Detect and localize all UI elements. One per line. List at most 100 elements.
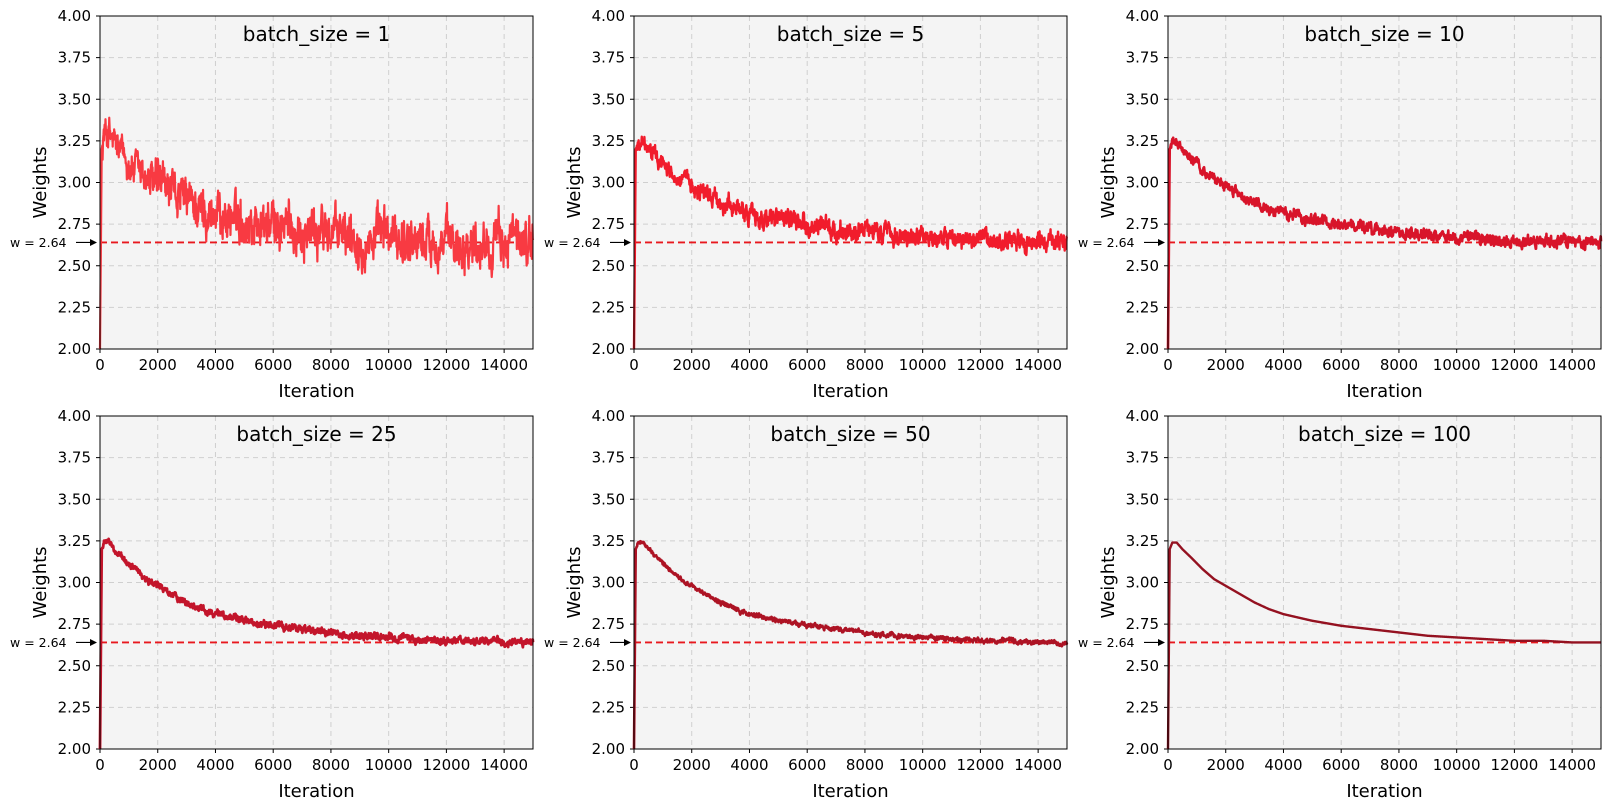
x-tick-label: 4000 (196, 356, 234, 374)
x-tick-label: 4000 (730, 356, 768, 374)
panel-4: 0 2000 4000 6000 8000 10000 12000 14000 2.00 2.25… (10, 407, 535, 802)
y-tick-label: 3.75 (58, 49, 91, 67)
x-tick-label: 10000 (899, 756, 947, 774)
y-axis-label: Weights (564, 546, 585, 618)
x-tick-label: 10000 (899, 356, 947, 374)
x-tick-label: 10000 (365, 356, 413, 374)
y-tick-label: 2.00 (592, 740, 625, 758)
y-tick-label: 2.25 (58, 298, 91, 316)
series-line (1166, 541, 1602, 750)
x-tick-label: 14000 (480, 356, 528, 374)
series-line (632, 135, 1068, 350)
y-tick-label: 2.25 (58, 698, 91, 716)
y-tick-label: 3.75 (592, 49, 625, 67)
y-tick-label: 3.50 (592, 90, 625, 108)
y-tick-label: 3.50 (1126, 490, 1159, 508)
x-tick-label: 0 (95, 356, 105, 374)
x-tick-label: 12000 (1491, 356, 1539, 374)
reference-label: w = 2.64 (544, 235, 601, 250)
reference-label: w = 2.64 (1078, 635, 1135, 650)
panel-title: batch_size = 25 (236, 422, 396, 446)
x-tick-label: 14000 (1014, 356, 1062, 374)
x-tick-label: 12000 (423, 756, 471, 774)
x-tick-label: 8000 (312, 356, 350, 374)
x-tick-label: 0 (629, 356, 639, 374)
y-tick-label: 2.75 (58, 615, 91, 633)
x-tick-label: 6000 (1322, 756, 1360, 774)
y-tick-label: 3.75 (1126, 49, 1159, 67)
x-tick-label: 10000 (1433, 756, 1481, 774)
y-tick-label: 2.50 (58, 657, 91, 675)
y-tick-label: 3.25 (1126, 532, 1159, 550)
x-tick-label: 10000 (1433, 356, 1481, 374)
x-axis-label: Iteration (812, 781, 888, 802)
reference-label: w = 2.64 (1078, 235, 1135, 250)
y-tick-label: 3.50 (58, 90, 91, 108)
axes-frame (1167, 415, 1602, 750)
y-tick-label: 3.25 (58, 532, 91, 550)
panel-title: batch_size = 50 (770, 422, 930, 446)
reference-arrow-head (1158, 238, 1165, 246)
y-tick-label: 4.00 (592, 7, 625, 25)
x-tick-label: 2000 (673, 756, 711, 774)
panel-2: 0 2000 4000 6000 8000 10000 12000 14000 2.00 2.25… (544, 7, 1068, 402)
y-tick-label: 4.00 (1126, 407, 1159, 425)
y-tick-label: 3.00 (58, 174, 91, 192)
x-tick-label: 14000 (1548, 756, 1596, 774)
x-tick-label: 12000 (957, 756, 1005, 774)
y-tick-label: 3.00 (592, 174, 625, 192)
y-tick-label: 3.25 (58, 132, 91, 150)
y-tick-label: 3.00 (1126, 574, 1159, 592)
axes-frame (633, 15, 1068, 350)
grid (1167, 415, 1601, 750)
x-axis-label: Iteration (1346, 381, 1422, 402)
axes-frame (99, 415, 534, 750)
y-tick-label: 3.50 (58, 490, 91, 508)
y-axis-label: Weights (30, 146, 51, 218)
x-tick-label: 8000 (1380, 756, 1418, 774)
y-tick-label: 3.00 (1126, 174, 1159, 192)
panel-title: batch_size = 1 (243, 22, 390, 46)
y-tick-label: 2.25 (592, 298, 625, 316)
y-tick-label: 2.50 (1126, 657, 1159, 675)
x-tick-label: 8000 (312, 756, 350, 774)
y-tick-label: 3.75 (1126, 449, 1159, 467)
x-tick-label: 6000 (788, 356, 826, 374)
x-tick-label: 2000 (139, 356, 177, 374)
y-tick-label: 2.25 (1126, 698, 1159, 716)
y-tick-label: 3.00 (58, 574, 91, 592)
reference-label: w = 2.64 (10, 635, 67, 650)
x-tick-label: 8000 (846, 756, 884, 774)
y-tick-label: 2.50 (592, 257, 625, 275)
x-tick-label: 8000 (1380, 356, 1418, 374)
y-tick-label: 2.75 (592, 215, 625, 233)
y-tick-label: 3.50 (1126, 90, 1159, 108)
y-tick-label: 2.50 (592, 657, 625, 675)
x-tick-label: 6000 (788, 756, 826, 774)
x-tick-label: 0 (629, 756, 639, 774)
y-tick-label: 2.00 (592, 340, 625, 358)
x-tick-label: 12000 (1491, 756, 1539, 774)
panel-6: 0 2000 4000 6000 8000 10000 12000 14000 2.00 2.25… (1078, 407, 1602, 802)
panel-title: batch_size = 10 (1304, 22, 1464, 46)
x-tick-label: 12000 (423, 356, 471, 374)
axes-frame (633, 415, 1068, 750)
x-tick-label: 4000 (1264, 756, 1302, 774)
y-tick-label: 4.00 (58, 407, 91, 425)
y-tick-label: 2.00 (1126, 340, 1159, 358)
axes-frame (99, 15, 534, 350)
reference-label: w = 2.64 (544, 635, 601, 650)
series-line (632, 539, 1069, 750)
y-tick-label: 3.75 (58, 449, 91, 467)
x-tick-label: 2000 (673, 356, 711, 374)
y-tick-label: 2.00 (58, 340, 91, 358)
x-tick-label: 2000 (1207, 756, 1245, 774)
x-axis-label: Iteration (278, 381, 354, 402)
x-tick-label: 0 (1163, 356, 1173, 374)
panel-3: 0 2000 4000 6000 8000 10000 12000 14000 2.00 2.25… (1078, 7, 1603, 402)
y-axis-label: Weights (30, 546, 51, 618)
y-axis-label: Weights (1098, 546, 1119, 618)
x-tick-label: 12000 (957, 356, 1005, 374)
reference-label: w = 2.64 (10, 235, 67, 250)
